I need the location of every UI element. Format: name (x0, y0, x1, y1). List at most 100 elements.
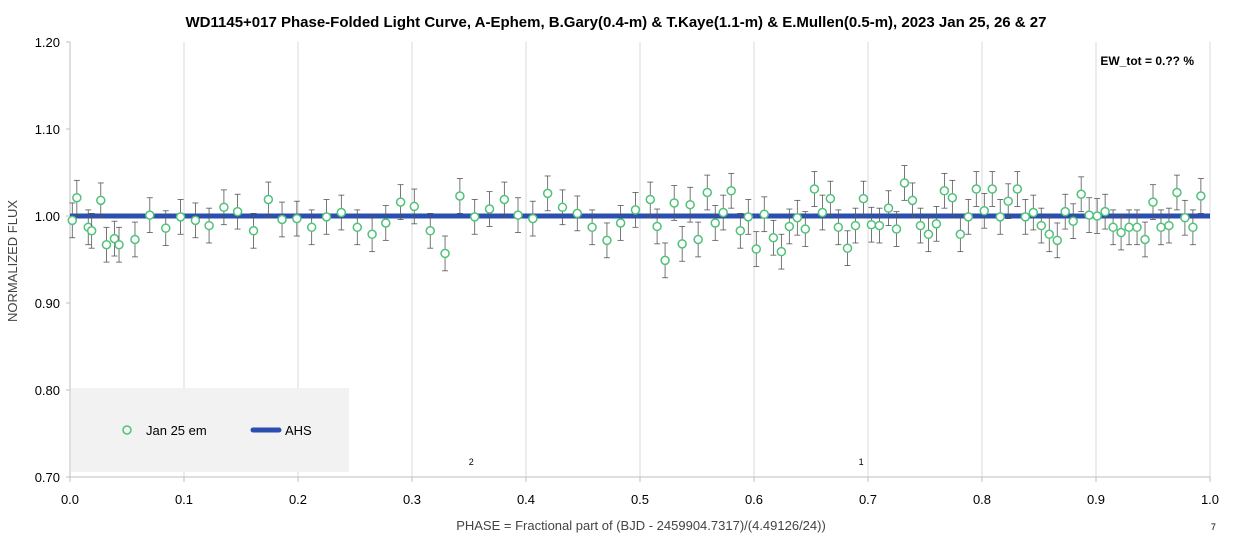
data-point (702, 174, 713, 211)
point-marker (1068, 216, 1078, 226)
data-point (484, 191, 495, 227)
point-marker (979, 206, 990, 216)
x-tick-label: 0.1 (175, 492, 193, 507)
data-point (1028, 194, 1039, 231)
legend-point-icon (122, 425, 132, 435)
x-tick-label: 0.2 (289, 492, 307, 507)
data-point (1188, 209, 1198, 246)
data-point (1100, 193, 1110, 230)
point-marker (1140, 234, 1150, 245)
point-marker (842, 243, 853, 253)
x-tick-label: 0.8 (973, 492, 991, 507)
point-marker (109, 233, 120, 244)
x-axis-label: PHASE = Fractional part of (BJD - 245990… (456, 518, 826, 533)
data-point (776, 233, 787, 270)
data-point (1164, 207, 1174, 244)
data-point (784, 208, 795, 245)
point-marker (352, 222, 363, 233)
point-marker (367, 229, 377, 240)
point-marker (899, 178, 910, 188)
data-point (1092, 198, 1102, 234)
data-point (130, 221, 140, 258)
point-marker (915, 220, 926, 231)
point-marker (615, 218, 626, 228)
x-tick-labels: 0.0 0.1 0.2 0.3 0.4 0.5 0.6 0.7 0.8 0.9 1.0 (61, 492, 1219, 507)
point-marker (652, 221, 662, 232)
data-point (743, 199, 754, 235)
data-point (161, 210, 171, 246)
y-tick-label: 1.00 (35, 209, 60, 224)
data-point (587, 209, 597, 246)
x-tick-label: 0.4 (517, 492, 535, 507)
data-point (321, 199, 332, 235)
point-marker (381, 218, 391, 228)
point-marker (825, 193, 836, 204)
legend-label-ahs: AHS (285, 423, 312, 438)
legend: Jan 25 em AHS (71, 388, 349, 472)
point-marker (513, 210, 523, 220)
data-point (759, 196, 770, 233)
data-point (995, 199, 1005, 235)
data-point (660, 242, 670, 279)
point-marker (630, 205, 641, 215)
data-point (677, 226, 687, 262)
data-point (615, 205, 626, 241)
point-marker (499, 194, 510, 205)
data-point (190, 202, 201, 239)
data-point (86, 212, 97, 249)
y-tick-label: 0.70 (35, 470, 60, 485)
data-point (145, 197, 155, 233)
point-marker (336, 207, 347, 218)
data-point (842, 230, 853, 266)
data-point (367, 216, 377, 253)
data-point (513, 197, 523, 233)
point-marker (751, 244, 762, 254)
point-marker (1092, 211, 1102, 221)
ew-annotation: EW_tot = 0.?? % (1100, 54, 1194, 68)
data-point (381, 205, 391, 241)
data-point (336, 194, 347, 231)
gridlines (183, 42, 1211, 477)
data-point (693, 221, 703, 258)
data-point (825, 180, 836, 217)
point-marker (955, 229, 966, 240)
data-point (685, 186, 695, 223)
data-point (542, 175, 553, 212)
data-point (1012, 171, 1023, 207)
data-point (883, 190, 894, 226)
data-point (891, 211, 902, 247)
phase-markers: 2 1 7 (469, 457, 1216, 532)
data-point (1060, 193, 1070, 230)
data-point (710, 205, 720, 241)
point-marker (1116, 227, 1126, 238)
point-marker (542, 188, 553, 199)
axes (66, 41, 1211, 482)
point-marker (891, 224, 902, 234)
point-marker (425, 226, 435, 236)
point-marker (1003, 196, 1013, 206)
data-point (1116, 214, 1126, 251)
phase-marker-label: 7 (1211, 522, 1216, 532)
data-point (1124, 209, 1134, 246)
data-point (455, 178, 465, 214)
point-marker (768, 233, 779, 243)
data-point (572, 195, 583, 232)
point-marker (833, 222, 844, 233)
point-marker (130, 234, 140, 245)
data-point (726, 172, 736, 209)
x-tick-label: 0.5 (631, 492, 649, 507)
point-marker (1132, 222, 1142, 233)
y-tick-labels: 0.70 0.80 0.90 1.00 1.10 1.20 (35, 35, 60, 485)
point-marker (693, 234, 703, 245)
point-marker (784, 221, 795, 232)
point-marker (1036, 220, 1047, 231)
point-marker (321, 212, 332, 222)
point-marker (874, 220, 885, 231)
data-point (971, 171, 982, 207)
point-marker (1028, 207, 1039, 218)
data-point (1132, 209, 1142, 246)
point-marker (800, 224, 811, 234)
data-point (101, 226, 112, 263)
phase-marker-label: 2 (469, 457, 474, 467)
x-tick-label: 1.0 (1201, 492, 1219, 507)
